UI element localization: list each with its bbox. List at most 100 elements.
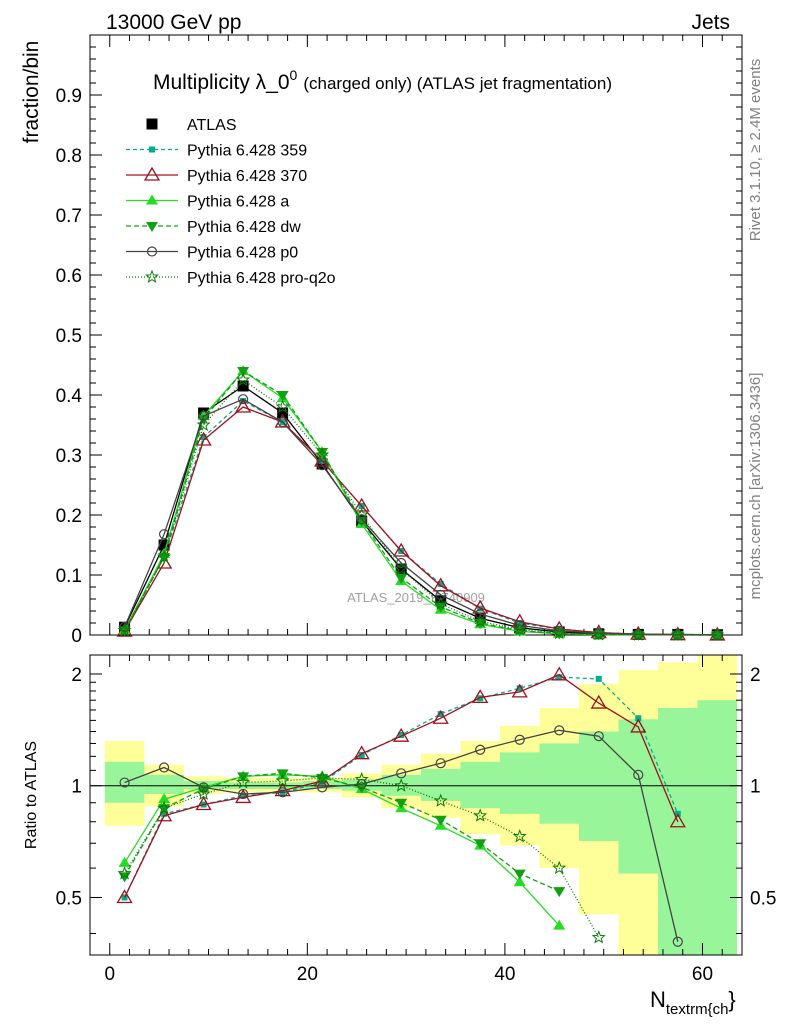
- data-point-pythia-6-428-pro-q2o-10: [512, 622, 527, 636]
- data-point-pythia-6-428-359-6: [358, 752, 365, 759]
- data-point-pythia-6-428-p0-11: [554, 725, 565, 736]
- data-point-pythia-6-428-p0-2: [198, 410, 209, 422]
- data-point-pythia-6-428-pro-q2o-15: [710, 627, 725, 642]
- data-point-pythia-6-428-359-11: [556, 674, 563, 681]
- data-point-pythia-6-428-p0-0: [119, 777, 130, 788]
- legend-entry-pythia-6-428-pro-q2o: Pythia 6.428 pro-q2o: [126, 269, 336, 287]
- data-point-pythia-6-428-370-12: [590, 694, 607, 709]
- data-point-pythia-6-428-a-0: [118, 856, 131, 867]
- main-plot: 0 0.1 0.2 0.3 0.4 0.5 0.6 0.7 0.8 0.9 ATLAS_2019_…: [20, 34, 743, 647]
- ratio-y-tick-label-right: 1: [750, 777, 761, 798]
- main-y-tick-label: 0.5: [56, 326, 82, 347]
- series-line-pythia-6-428-dw: [124, 772, 560, 892]
- data-point-pythia-6-428-dw-13: [632, 630, 645, 641]
- data-point-pythia-6-428-dw-0: [118, 872, 131, 883]
- data-point-pythia-6-428-pro-q2o-8: [433, 793, 448, 807]
- data-point-pythia-6-428-dw-10: [513, 869, 526, 880]
- ratio-axis-ticks: [90, 655, 742, 955]
- data-point-pythia-6-428-p0-8: [435, 758, 446, 769]
- main-plot-title: Multiplicity λ_00 (charged only) (ATLAS j…: [153, 67, 612, 94]
- data-point-pythia-6-428-p0-7: [396, 768, 407, 779]
- data-point-pythia-6-428-dw-3: [237, 367, 250, 377]
- data-point-pythia-6-428-p0-9: [475, 608, 486, 620]
- legend-label-pythia-6-428-p0: Pythia 6.428 p0: [187, 245, 298, 262]
- series-pythia-6-428-370: [116, 666, 686, 904]
- legend-entry-pythia-6-428-dw: Pythia 6.428 dw: [126, 219, 301, 236]
- data-point-pythia-6-428-370-9: [472, 599, 489, 614]
- legend-marker-atlas: [146, 118, 158, 130]
- data-point-atlas-7: [395, 563, 407, 575]
- data-point-pythia-6-428-dw-9: [474, 839, 487, 850]
- data-point-pythia-6-428-pro-q2o-3: [236, 372, 251, 387]
- data-point-pythia-6-428-pro-q2o-0: [117, 866, 132, 880]
- uncertainty-band-green: [658, 707, 698, 955]
- legend-entry-pythia-6-428-p0: Pythia 6.428 p0: [126, 245, 298, 262]
- ratio-y-tick-label: 2: [71, 665, 82, 686]
- main-y-tick-label: 0.7: [56, 206, 82, 227]
- data-point-pythia-6-428-dw-1: [158, 553, 171, 563]
- data-point-pythia-6-428-pro-q2o-9: [473, 808, 488, 822]
- data-point-pythia-6-428-pro-q2o-1: [157, 549, 172, 564]
- data-point-pythia-6-428-pro-q2o-11: [552, 625, 567, 640]
- data-point-pythia-6-428-pro-q2o-4: [275, 773, 290, 787]
- data-point-pythia-6-428-359-8: [437, 711, 444, 718]
- data-point-pythia-6-428-370-6: [353, 745, 370, 760]
- ratio-y-axis-label: Ratio to ATLAS: [23, 741, 40, 849]
- ratio-series-group: [116, 666, 686, 947]
- data-point-pythia-6-428-p0-6: [356, 779, 367, 790]
- uncertainty-band-green: [499, 752, 540, 814]
- uncertainty-band-green: [144, 774, 184, 795]
- data-point-pythia-6-428-a-1: [158, 793, 171, 804]
- data-point-pythia-6-428-dw-4: [276, 391, 289, 401]
- legend-marker-pythia-6-428-a: [146, 194, 158, 205]
- main-y-tick-label: 0.2: [56, 506, 82, 527]
- data-point-pythia-6-428-p0-8: [435, 589, 446, 600]
- data-point-pythia-6-428-370-0: [116, 889, 133, 904]
- legend-entry-pythia-6-428-a: Pythia 6.428 a: [126, 194, 289, 211]
- data-point-pythia-6-428-pro-q2o-2: [196, 417, 211, 432]
- data-point-pythia-6-428-p0-3: [238, 394, 249, 405]
- data-point-pythia-6-428-pro-q2o-10: [512, 829, 527, 843]
- analysis-watermark: ATLAS_2019_I1740909: [347, 590, 485, 605]
- data-point-atlas-3: [237, 380, 249, 392]
- main-y-tick-label: 0.6: [56, 266, 82, 287]
- main-y-tick-label: 0.4: [56, 386, 83, 407]
- legend-marker-pythia-6-428-370: [143, 166, 161, 181]
- series-pythia-6-428-pro-q2o: [117, 770, 606, 944]
- x-axis-label-brace: }: [728, 987, 735, 1012]
- main-y-tick-label: 0: [71, 626, 82, 647]
- legend-label-pythia-6-428-pro-q2o: Pythia 6.428 pro-q2o: [187, 270, 336, 287]
- legend-label-pythia-6-428-dw: Pythia 6.428 dw: [187, 219, 301, 236]
- data-point-pythia-6-428-359-8: [437, 581, 444, 587]
- data-point-pythia-6-428-359-13: [635, 715, 642, 722]
- data-point-pythia-6-428-p0-4: [277, 416, 288, 428]
- data-point-pythia-6-428-dw-11: [553, 629, 566, 640]
- legend-entry-pythia-6-428-370: Pythia 6.428 370: [126, 166, 307, 185]
- x-tick-label: 60: [692, 964, 713, 985]
- data-point-pythia-6-428-pro-q2o-12: [591, 627, 606, 641]
- legend-label-pythia-6-428-359: Pythia 6.428 359: [187, 143, 307, 160]
- title-superscript: 0: [290, 67, 298, 83]
- data-point-pythia-6-428-a-10: [513, 876, 526, 887]
- x-tick-label: 20: [297, 964, 318, 985]
- main-y-tick-labels: 0 0.1 0.2 0.3 0.4 0.5 0.6 0.7 0.8 0.9: [56, 86, 83, 647]
- ratio-y-tick-label: 0.5: [56, 888, 82, 909]
- data-point-pythia-6-428-p0-9: [475, 744, 486, 755]
- data-point-pythia-6-428-370-13: [630, 718, 647, 733]
- data-point-pythia-6-428-p0-4: [277, 787, 288, 798]
- data-point-pythia-6-428-359-12: [595, 675, 602, 682]
- data-point-pythia-6-428-370-2: [195, 796, 212, 811]
- data-point-pythia-6-428-pro-q2o-13: [631, 627, 646, 641]
- data-point-pythia-6-428-pro-q2o-4: [275, 399, 290, 414]
- main-y-tick-label: 0.9: [56, 86, 82, 107]
- legend-marker-pythia-6-428-359: [149, 146, 155, 153]
- data-point-pythia-6-428-p0-0: [119, 621, 130, 633]
- data-point-pythia-6-428-370-7: [393, 542, 410, 557]
- data-point-atlas-1: [158, 539, 170, 551]
- legend-entry-atlas: ATLAS: [146, 117, 237, 134]
- data-point-pythia-6-428-359-3: [240, 792, 247, 799]
- uncertainty-band-green: [460, 761, 500, 809]
- series-line-pythia-6-428-pro-q2o: [124, 777, 600, 938]
- data-point-pythia-6-428-p0-2: [198, 782, 209, 793]
